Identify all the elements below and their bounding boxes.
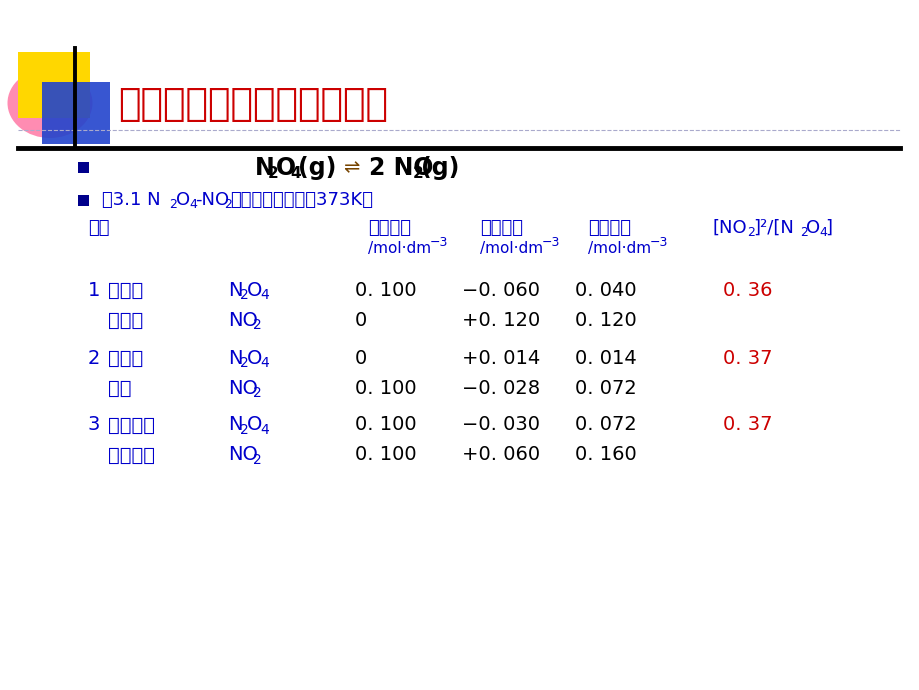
Text: −0. 028: −0. 028	[461, 379, 539, 397]
Text: 0. 37: 0. 37	[722, 415, 772, 435]
Text: 0: 0	[355, 310, 367, 330]
Text: 2: 2	[800, 226, 807, 239]
Text: (g): (g)	[421, 156, 459, 180]
Text: 2: 2	[223, 197, 232, 210]
Text: 4: 4	[818, 226, 826, 239]
Text: N: N	[255, 156, 275, 180]
Text: 4: 4	[260, 423, 268, 437]
Text: O: O	[246, 348, 262, 368]
Text: 0. 100: 0. 100	[355, 379, 416, 397]
Text: +0. 014: +0. 014	[461, 348, 539, 368]
Text: 0. 36: 0. 36	[722, 281, 772, 299]
Text: [NO: [NO	[712, 219, 747, 237]
Text: N: N	[228, 415, 243, 435]
Text: 0. 014: 0. 014	[574, 348, 636, 368]
Text: 3: 3	[88, 415, 100, 435]
Text: 合物开始: 合物开始	[108, 446, 154, 464]
Text: +0. 120: +0. 120	[461, 310, 539, 330]
Bar	[78, 195, 89, 206]
Text: 4: 4	[188, 197, 197, 210]
Text: 4: 4	[289, 166, 301, 181]
Text: /mol·dm: /mol·dm	[368, 241, 431, 255]
Text: ⇌: ⇌	[343, 159, 359, 177]
Text: ]: ]	[824, 219, 831, 237]
Text: 0. 072: 0. 072	[574, 379, 636, 397]
Text: 2: 2	[413, 166, 424, 181]
Text: O: O	[805, 219, 819, 237]
Text: 起始浓度: 起始浓度	[368, 219, 411, 237]
Text: 从反应: 从反应	[108, 281, 143, 299]
Text: O: O	[246, 281, 262, 299]
Text: +0. 060: +0. 060	[461, 446, 539, 464]
Text: N: N	[228, 281, 243, 299]
Text: −3: −3	[429, 237, 448, 250]
Text: 浓度变化: 浓度变化	[480, 219, 522, 237]
Text: 2: 2	[253, 318, 262, 332]
Text: -NO: -NO	[195, 191, 229, 209]
FancyBboxPatch shape	[42, 82, 110, 144]
Text: −3: −3	[650, 237, 667, 250]
Text: ]²/[N: ]²/[N	[752, 219, 793, 237]
Text: 0. 100: 0. 100	[355, 446, 416, 464]
Text: 1: 1	[88, 281, 100, 299]
Text: 4: 4	[260, 288, 268, 302]
Text: 2: 2	[169, 197, 176, 210]
Text: N: N	[228, 348, 243, 368]
Text: 0. 120: 0. 120	[574, 310, 636, 330]
Text: 表3.1 N: 表3.1 N	[102, 191, 161, 209]
Text: NO: NO	[228, 446, 257, 464]
Text: 2: 2	[746, 226, 754, 239]
Text: 次序: 次序	[88, 219, 109, 237]
Ellipse shape	[7, 68, 93, 138]
Text: 二、化学平衡的概念（续）: 二、化学平衡的概念（续）	[118, 87, 388, 123]
Text: NO: NO	[228, 310, 257, 330]
Text: −3: −3	[541, 237, 560, 250]
Text: −0. 060: −0. 060	[461, 281, 539, 299]
Text: O: O	[246, 415, 262, 435]
Text: −0. 030: −0. 030	[461, 415, 539, 435]
Text: 物开始: 物开始	[108, 310, 143, 330]
Text: 0. 100: 0. 100	[355, 415, 416, 435]
Text: (g): (g)	[298, 156, 336, 180]
Text: 2: 2	[267, 166, 278, 181]
Text: /mol·dm: /mol·dm	[587, 241, 651, 255]
Bar	[78, 162, 89, 173]
Text: NO: NO	[228, 379, 257, 397]
Text: 4: 4	[260, 356, 268, 370]
Text: O: O	[176, 191, 190, 209]
Text: 0. 160: 0. 160	[574, 446, 636, 464]
Text: 2: 2	[253, 453, 262, 467]
Text: 体系的平衡浓度（373K）: 体系的平衡浓度（373K）	[230, 191, 372, 209]
Text: 2: 2	[240, 288, 248, 302]
Text: 平衡浓度: 平衡浓度	[587, 219, 630, 237]
Text: 0. 37: 0. 37	[722, 348, 772, 368]
Text: 从反应混: 从反应混	[108, 415, 154, 435]
Text: /mol·dm: /mol·dm	[480, 241, 542, 255]
Text: 0. 040: 0. 040	[574, 281, 636, 299]
Text: 0: 0	[355, 348, 367, 368]
FancyBboxPatch shape	[18, 52, 90, 118]
Text: 2 NO: 2 NO	[369, 156, 433, 180]
Text: 0. 072: 0. 072	[574, 415, 636, 435]
Text: 2: 2	[240, 356, 248, 370]
Text: 从产物: 从产物	[108, 348, 143, 368]
Text: 2: 2	[253, 386, 262, 400]
Text: 2: 2	[88, 348, 100, 368]
Text: O: O	[276, 156, 296, 180]
Text: 0. 100: 0. 100	[355, 281, 416, 299]
Text: 2: 2	[240, 423, 248, 437]
Text: 开始: 开始	[108, 379, 131, 397]
